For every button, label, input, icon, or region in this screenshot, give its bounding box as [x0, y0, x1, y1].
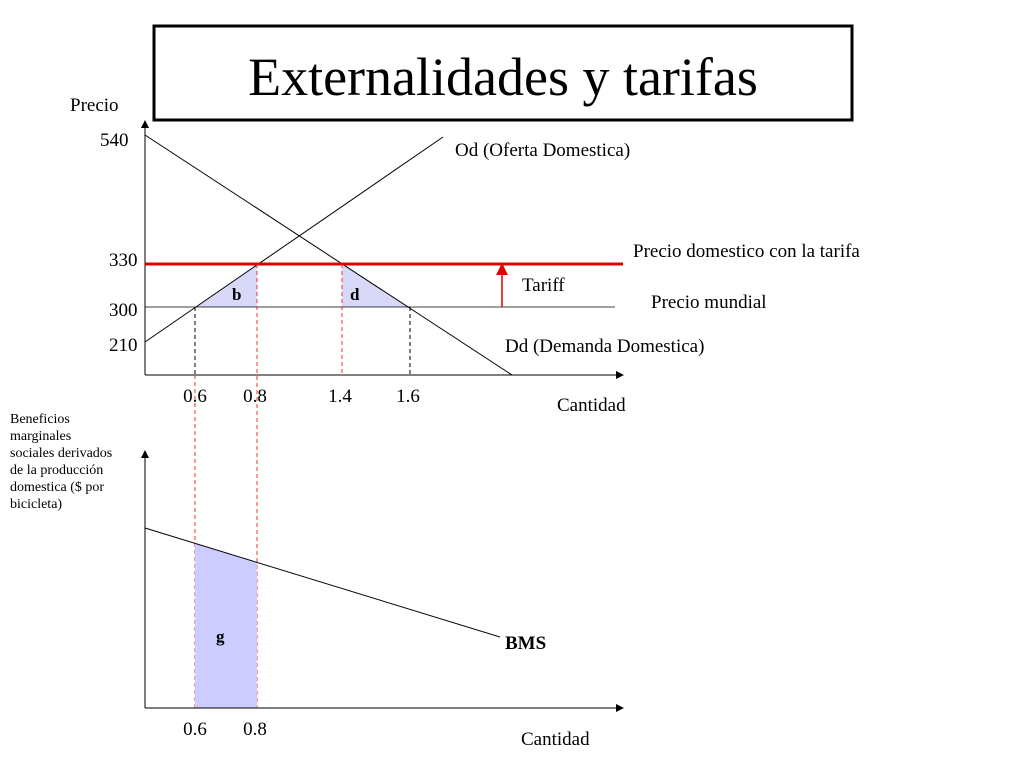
curve-label: Od (Oferta Domestica)	[455, 140, 630, 161]
title: Externalidades y tarifas	[248, 47, 758, 107]
x-tick-label: 1.6	[396, 386, 420, 407]
x-tick-label: 1.4	[328, 386, 352, 407]
y-tick-label: 330	[109, 250, 138, 271]
y-axis-label: domestica ($ por	[10, 480, 104, 495]
x-tick-label: 0.6	[183, 719, 207, 740]
x-tick-label: 0.6	[183, 386, 207, 407]
curve-label: Precio mundial	[651, 292, 767, 313]
y-tick-label: 210	[109, 335, 138, 356]
area-b	[195, 264, 257, 307]
y-axis-label: sociales derivados	[10, 446, 112, 461]
bms-line	[144, 527, 501, 638]
curve-label: Precio domestico con la tarifa	[633, 241, 860, 262]
y-axis-label: Precio	[70, 95, 119, 116]
title-box	[152, 24, 854, 122]
area-label: b	[232, 285, 241, 304]
curve-label: BMS	[505, 633, 546, 654]
area-g	[195, 543, 257, 708]
x-axis-label: Cantidad	[521, 729, 590, 750]
y-axis-label: marginales	[10, 429, 71, 444]
area-label: d	[350, 285, 360, 304]
y-axis-label: bicicleta)	[10, 497, 62, 512]
y-axis-label: Beneficios	[10, 412, 70, 427]
curve-label: Dd (Demanda Domestica)	[505, 336, 704, 357]
x-axis-label: Cantidad	[557, 395, 626, 416]
y-tick-label: 540	[100, 130, 129, 151]
tariff-label: Tariff	[522, 275, 565, 296]
supply-line	[144, 136, 444, 343]
x-tick-label: 0.8	[243, 386, 267, 407]
demand-line	[144, 134, 513, 376]
y-tick-label: 300	[109, 300, 138, 321]
y-axis-label: de la producción	[10, 463, 103, 478]
x-tick-label: 0.8	[243, 719, 267, 740]
area-label: g	[216, 627, 225, 646]
